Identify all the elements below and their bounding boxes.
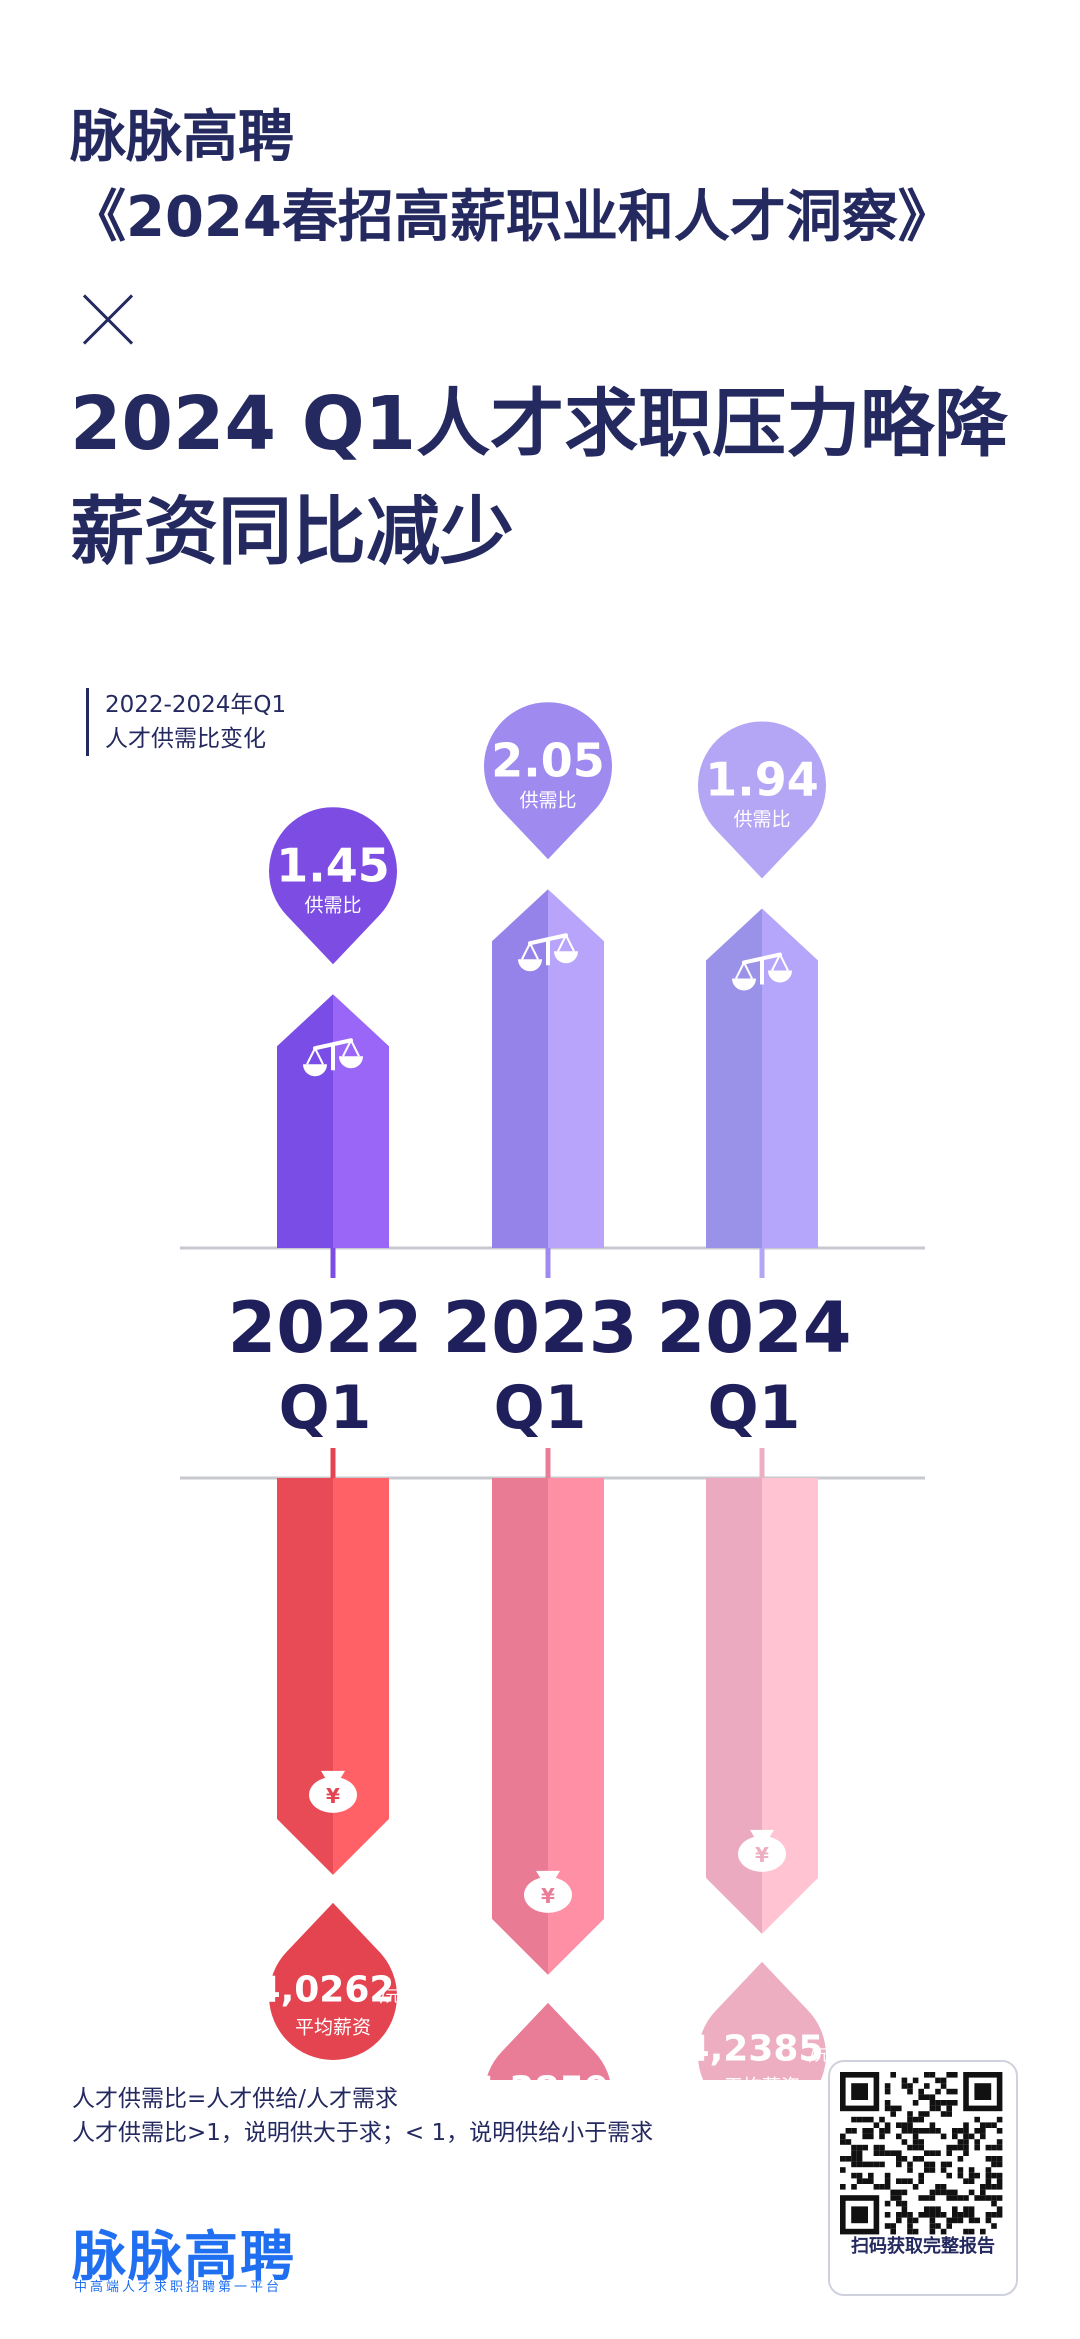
footer-tagline: 中高端人才求职招聘第一平台 bbox=[74, 2280, 283, 2295]
svg-text:¥: ¥ bbox=[755, 1843, 769, 1867]
salary-bar-0-left bbox=[277, 1478, 333, 1875]
supply-demand-salary-chart: 1.45供需比2022Q1¥4,0262/元平均薪资2.05供需比2023Q1¥… bbox=[180, 702, 925, 2080]
svg-text:¥: ¥ bbox=[326, 1784, 340, 1808]
supply-pin-2 bbox=[698, 721, 826, 879]
salary-value-label-2: 4,2385 bbox=[685, 2029, 824, 2070]
headline-line-2: 薪资同比减少 bbox=[70, 489, 514, 575]
qr-code-icon bbox=[840, 2072, 1003, 2235]
chart-subtitle-line-2: 人才供需比变化 bbox=[105, 726, 266, 752]
category-year-2: 2024 bbox=[657, 1287, 852, 1369]
salary-bar-0-right bbox=[333, 1478, 389, 1875]
salary-pin-1 bbox=[486, 2002, 610, 2080]
supply-bar-2-left bbox=[706, 908, 762, 1248]
supply-value-label-1: 2.05 bbox=[491, 733, 605, 787]
supply-bar-1-left bbox=[492, 889, 548, 1248]
scale-icon-1 bbox=[518, 933, 578, 972]
chart-subtitle-line-1: 2022-2024年Q1 bbox=[105, 692, 287, 718]
salary-value-label-1: 4,3859 bbox=[471, 2070, 610, 2080]
headline-line-1: 2024 Q1人才求职压力略降 bbox=[70, 381, 1009, 467]
category-quarter-0: Q1 bbox=[279, 1373, 372, 1443]
chart-subtitle: 2022-2024年Q1 人才供需比变化 bbox=[86, 688, 286, 756]
salary-unit-0: /元 bbox=[380, 1987, 401, 2006]
salary-pin-2 bbox=[698, 1961, 826, 2080]
supply-value-label-2: 1.94 bbox=[705, 753, 819, 807]
salary-unit-label-2: 平均薪资 bbox=[724, 2076, 800, 2080]
qr-card[interactable] bbox=[828, 2060, 1018, 2296]
supply-bar-1-right bbox=[548, 889, 604, 1248]
scale-icon-2 bbox=[732, 952, 792, 991]
definition-line-2: 人才供需比>1，说明供大于求；< 1，说明供给小于需求 bbox=[72, 2120, 654, 2146]
category-year-0: 2022 bbox=[228, 1287, 423, 1369]
supply-bar-2-right bbox=[762, 908, 818, 1248]
money-bag-icon-0: ¥ bbox=[309, 1770, 357, 1813]
report-title: 《2024春招高薪职业和人才洞察》 bbox=[70, 185, 954, 250]
category-quarter-2: Q1 bbox=[708, 1373, 801, 1443]
supply-bar-0-right bbox=[333, 994, 389, 1248]
supply-pin-1 bbox=[484, 702, 613, 860]
salary-bar-1-left bbox=[492, 1478, 548, 1975]
money-bag-icon-2: ¥ bbox=[738, 1829, 786, 1872]
supply-unit-label-0: 供需比 bbox=[304, 894, 361, 916]
category-quarter-1: Q1 bbox=[494, 1373, 587, 1443]
footer-logo: 脉脉高聘 bbox=[72, 2225, 296, 2288]
supply-value-label-0: 1.45 bbox=[276, 838, 390, 892]
salary-bar-1-right bbox=[548, 1478, 604, 1975]
scale-icon-0 bbox=[303, 1038, 363, 1077]
salary-unit-2: /元 bbox=[809, 2046, 830, 2065]
money-bag-icon-1: ¥ bbox=[524, 1870, 572, 1913]
brand-title: 脉脉高聘 bbox=[70, 105, 294, 170]
salary-value-label-0: 4,0262 bbox=[256, 1970, 395, 2011]
supply-unit-label-2: 供需比 bbox=[733, 809, 790, 831]
salary-bar-2-right bbox=[762, 1478, 818, 1934]
supply-bar-0-left bbox=[277, 994, 333, 1248]
category-year-1: 2023 bbox=[443, 1287, 638, 1369]
salary-unit-label-0: 平均薪资 bbox=[295, 2017, 371, 2039]
svg-text:¥: ¥ bbox=[541, 1884, 555, 1908]
supply-pin-0 bbox=[269, 807, 398, 965]
definition-line-1: 人才供需比=人才供给/人才需求 bbox=[72, 2086, 399, 2112]
definition-notes: 人才供需比=人才供给/人才需求 人才供需比>1，说明供大于求；< 1，说明供给小… bbox=[72, 2082, 653, 2150]
qr-label: 扫码获取完整报告 bbox=[851, 2236, 995, 2257]
salary-pin-0 bbox=[269, 1902, 397, 2060]
supply-unit-label-1: 供需比 bbox=[519, 789, 576, 811]
salary-bar-2-left bbox=[706, 1478, 762, 1934]
